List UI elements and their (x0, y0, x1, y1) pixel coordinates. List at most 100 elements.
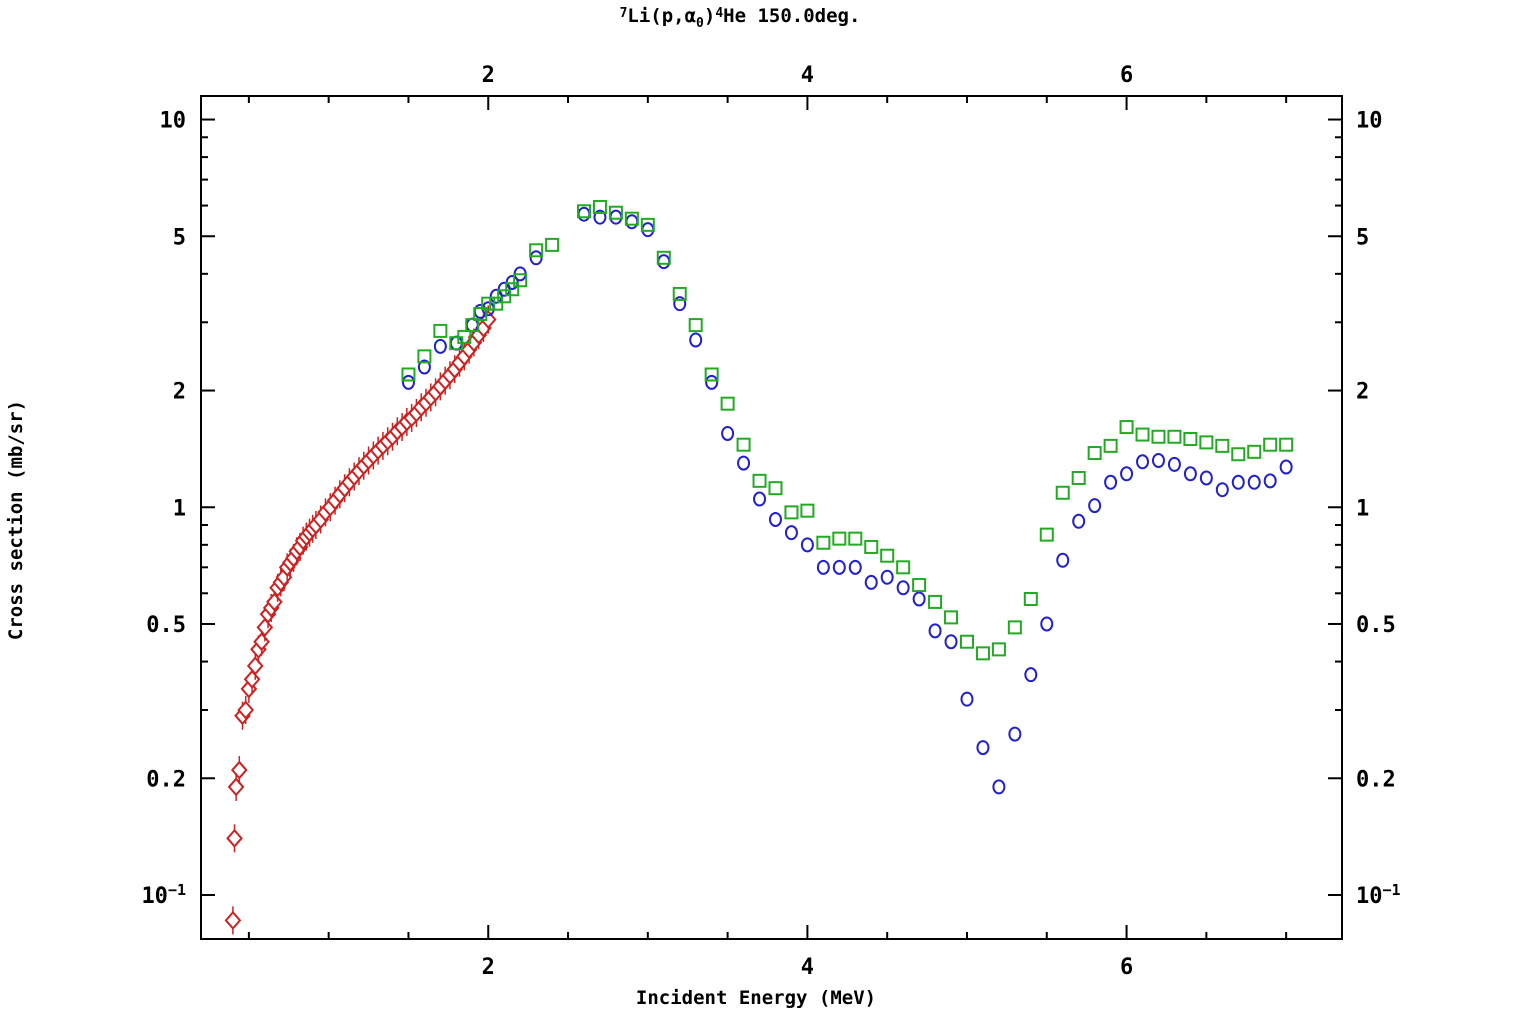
data-point (641, 222, 655, 238)
data-point (577, 206, 591, 222)
data-point (848, 559, 862, 575)
data-point (1247, 474, 1261, 490)
data-point (1007, 620, 1022, 635)
data-point (609, 209, 623, 225)
data-point (1199, 470, 1213, 486)
data-point (433, 323, 448, 338)
axis-ticks (201, 96, 1342, 939)
data-point (237, 700, 255, 720)
data-point (230, 760, 248, 780)
data-point (1199, 435, 1214, 450)
chart-title: 7Li(p,α0)4He 150.0deg. (620, 5, 861, 31)
data-point (1103, 438, 1118, 453)
data-point (1055, 485, 1070, 500)
data-point (656, 250, 671, 265)
x-tick-label-top: 4 (801, 63, 814, 88)
data-point (1120, 466, 1134, 482)
data-point (816, 559, 830, 575)
data-point (1087, 446, 1102, 461)
data-point (832, 559, 846, 575)
data-point (816, 535, 831, 550)
data-point (1056, 552, 1070, 568)
data-point (976, 740, 990, 756)
series-square (401, 199, 1294, 661)
data-point (673, 296, 687, 312)
x-tick-label-top: 2 (482, 63, 495, 88)
data-point (959, 634, 974, 649)
data-point (896, 560, 911, 575)
data-point (768, 481, 783, 496)
data-point (1071, 470, 1086, 485)
data-point (1263, 437, 1278, 452)
data-point (704, 367, 719, 382)
data-point (720, 396, 735, 411)
x-tick-label-top: 6 (1120, 63, 1133, 88)
data-point (1104, 474, 1118, 490)
data-point (928, 594, 943, 609)
data-point (848, 531, 863, 546)
data-point (1008, 726, 1022, 742)
plot-frame (200, 95, 1343, 940)
data-point (1263, 473, 1277, 489)
data-point (1279, 459, 1293, 475)
y-tick-label-left: 0.5 (146, 613, 186, 638)
data-point (1279, 437, 1294, 452)
data-point (624, 211, 639, 226)
data-point (960, 691, 974, 707)
x-tick-label-bottom: 6 (1120, 955, 1133, 980)
y-tick-label-right: 2 (1356, 380, 1369, 405)
data-point (1167, 456, 1181, 472)
data-point (784, 505, 799, 520)
data-point (1119, 420, 1134, 435)
data-point (465, 318, 480, 333)
data-point (1040, 616, 1054, 632)
data-point (1039, 527, 1054, 542)
y-tick-label-left: 5 (173, 225, 186, 250)
y-tick-label-right: 5 (1356, 225, 1369, 250)
data-point (800, 537, 814, 553)
data-point (912, 578, 927, 593)
data-point (880, 548, 895, 563)
y-tick-label-right: 10 (1356, 109, 1383, 134)
data-point (736, 437, 751, 452)
data-point (401, 374, 415, 390)
data-point (505, 282, 520, 297)
x-axis-label: Incident Energy (MeV) (636, 987, 876, 1009)
data-point (928, 623, 942, 639)
data-point (864, 574, 878, 590)
data-point (1136, 454, 1150, 470)
y-tick-label-left: 10−1 (141, 881, 186, 909)
data-point (576, 204, 591, 219)
data-point (246, 656, 264, 676)
x-tick-label-bottom: 2 (482, 955, 495, 980)
data-point (1024, 667, 1038, 683)
data-point (800, 503, 815, 518)
data-point (1183, 466, 1197, 482)
data-point (1167, 429, 1182, 444)
data-point (608, 205, 623, 220)
data-point (489, 288, 503, 304)
series-diamond (224, 305, 497, 935)
data-point (489, 296, 504, 311)
data-point (912, 591, 926, 607)
data-point (481, 296, 496, 311)
data-point (752, 473, 767, 488)
data-point (529, 243, 544, 258)
data-point (417, 349, 432, 364)
axis-tick-labels: 2 2 4 4 6 6 10 10 5 5 2 2 1 1 0.5 0.5 0.2 0.2 10−1 10−1 (141, 63, 1400, 980)
data-point (473, 307, 488, 322)
y-tick-label-right: 0.2 (1356, 767, 1396, 792)
series-circle (401, 206, 1293, 795)
data-point (640, 217, 655, 232)
data-point (227, 777, 245, 797)
data-point (1183, 431, 1198, 446)
data-point (1072, 513, 1086, 529)
data-point (944, 610, 959, 625)
data-point (224, 910, 242, 930)
data-point (1231, 474, 1245, 490)
data-point (1215, 482, 1229, 498)
y-axis-label: Cross section (mb/sr) (5, 400, 27, 640)
y-tick-label-right: 10−1 (1356, 881, 1401, 909)
y-tick-label-left: 0.2 (146, 767, 186, 792)
data-point (1023, 591, 1038, 606)
